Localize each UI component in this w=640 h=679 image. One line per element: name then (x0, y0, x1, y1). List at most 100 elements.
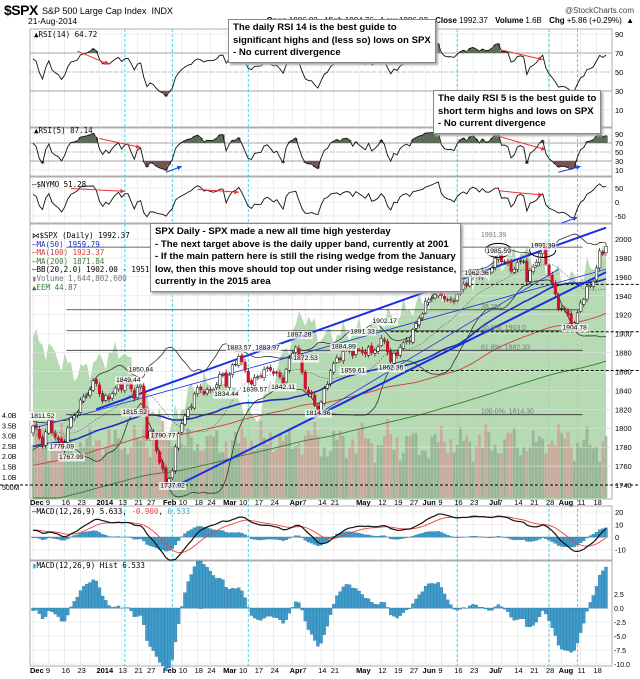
volume-bar (82, 447, 86, 498)
volume-bar (588, 445, 592, 498)
macd-hist-bar (585, 536, 589, 539)
volume-bar (186, 427, 190, 498)
macd-hist-bar (85, 531, 89, 538)
volume-bar (490, 450, 494, 498)
macd-hist-bar (138, 536, 143, 540)
price-point-label: 1842.11 (271, 384, 295, 391)
macd-hist-bar (129, 536, 133, 539)
volume-bar (427, 458, 431, 498)
macd-histogram-bar (499, 606, 504, 609)
macd-histogram-bar (224, 587, 228, 609)
macd-histogram-bar (221, 579, 225, 609)
macd-histogram-bar (252, 607, 257, 619)
macd-histogram-bar (449, 604, 453, 609)
x-tick-label: 9 (46, 666, 50, 675)
macd-hist-bar (471, 536, 475, 538)
volume-bar (177, 447, 181, 498)
macd-hist-bar (161, 536, 165, 551)
volume-bar (503, 439, 507, 498)
macd-histogram-bar (262, 607, 266, 619)
macd-histogram-bar (237, 587, 241, 609)
volume-bar (414, 432, 418, 498)
volume-bar (351, 439, 355, 498)
macd-hist-bar (116, 536, 121, 538)
arrowhead-icon (572, 216, 578, 221)
hist-legend-text: 6.533 (167, 507, 191, 516)
volume-bar (420, 450, 424, 498)
macd-hist-bar (271, 536, 276, 540)
volume-bar (424, 450, 427, 498)
brand-logo[interactable]: @StockCharts.com (564, 6, 634, 15)
volume-bar (104, 446, 108, 498)
macd-histogram-bar (556, 607, 561, 646)
candle (101, 393, 105, 402)
macd-histogram-bar (496, 604, 501, 609)
x-tick-label: 28 (546, 666, 554, 675)
macd-histogram-bar (31, 607, 35, 611)
candle (78, 399, 83, 413)
macd-histogram-bar (75, 597, 79, 609)
macd-hist-bar (499, 536, 504, 538)
rsi5-tick-label: 70 (615, 139, 623, 148)
arrowhead-icon (120, 188, 125, 194)
macd-histogram-bar (408, 607, 412, 609)
volume-bar (462, 440, 465, 498)
macd-histogram-bar (370, 602, 374, 609)
macd-histogram-bar (110, 607, 114, 609)
macd-histogram-bar (569, 607, 573, 653)
volume-bar (47, 460, 51, 498)
macd-histogram-bar (126, 607, 130, 609)
macd-histogram-bar (357, 590, 361, 609)
macd-hist-bar (594, 532, 599, 538)
candle-icon: ⋈ (32, 231, 40, 240)
price-point-label: 1811.52 (30, 413, 54, 420)
macd-hist-bar (66, 536, 70, 539)
candle (604, 245, 608, 254)
macd-histogram-bar (189, 574, 193, 609)
volume-bar (218, 452, 222, 498)
price-point-label: 1902.17 (372, 318, 397, 325)
change-label: Chg (549, 16, 565, 25)
volume-bar (227, 459, 231, 498)
macd-histogram-bar (344, 584, 349, 609)
macd-hist-bar (34, 536, 38, 538)
macd-histogram-bar (550, 607, 554, 628)
volume-bar (113, 430, 117, 498)
macd-hist-bar (69, 536, 73, 538)
ma100-legend-text: MA(100) 1923.37 (36, 248, 105, 258)
volume-bar (367, 439, 370, 498)
volume-bar (335, 440, 339, 498)
volume-bar (329, 451, 332, 498)
hist-tick-label: 2.5 (614, 592, 624, 599)
volume-bar (436, 442, 440, 498)
candle (427, 299, 431, 303)
macd-histogram-bar (72, 601, 76, 609)
candle (56, 437, 60, 441)
price-point-label: 1767.99 (59, 454, 84, 461)
macd-hist-bar (284, 536, 288, 541)
arrowhead-icon (537, 192, 543, 197)
volume-bar (72, 455, 76, 498)
volume-bar (386, 419, 389, 498)
x-tick-label: 18 (195, 666, 203, 675)
volume-bar (528, 446, 532, 498)
macd-histogram-bar (170, 607, 174, 660)
eem-legend: ▲EEM 44.87 (32, 283, 208, 293)
candle (110, 393, 114, 399)
x-tick-label: 21 (134, 666, 142, 675)
volume-bar (332, 430, 336, 498)
x-tick-label: 19 (394, 666, 402, 675)
macd-hist-bar (395, 536, 399, 540)
candle (531, 266, 535, 272)
volume-bar (110, 443, 114, 498)
macd-histogram-bar (439, 587, 444, 609)
candle (563, 308, 567, 310)
macd-hist-bar (518, 536, 523, 540)
note-line: - If the main pattern here is still the … (155, 251, 456, 262)
volume-bar (519, 455, 522, 498)
macd-histogram-bar (594, 586, 599, 609)
candle (322, 388, 326, 404)
price-label-bg (285, 331, 313, 340)
candle (550, 274, 554, 285)
